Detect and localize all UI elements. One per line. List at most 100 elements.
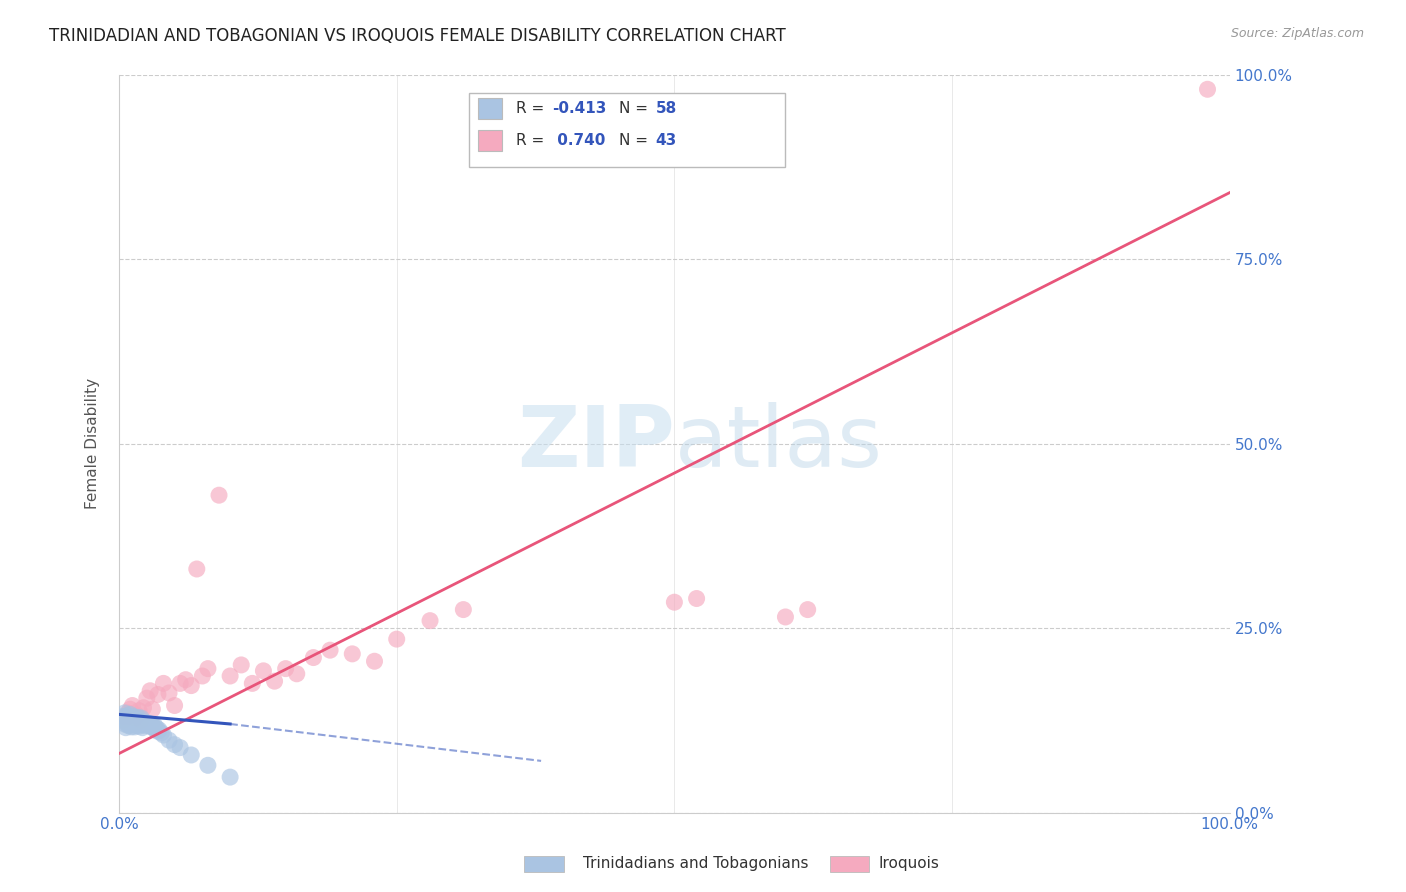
Point: [146, 724, 169, 739]
Point: [152, 728, 174, 742]
Point: [121, 711, 143, 725]
Point: [252, 664, 274, 678]
Point: [114, 721, 136, 735]
Text: 58: 58: [655, 101, 676, 116]
Point: [135, 715, 157, 730]
Y-axis label: Female Disability: Female Disability: [86, 378, 100, 509]
Bar: [478, 98, 502, 119]
Point: [152, 676, 174, 690]
Point: [121, 698, 143, 713]
Point: [128, 719, 150, 733]
Point: [127, 710, 149, 724]
Point: [120, 715, 142, 730]
Point: [122, 709, 145, 723]
Point: [114, 717, 136, 731]
Point: [219, 770, 242, 784]
Point: [186, 562, 208, 576]
Point: [145, 723, 167, 737]
Point: [134, 718, 156, 732]
Point: [112, 713, 135, 727]
Point: [180, 747, 202, 762]
Point: [115, 715, 138, 730]
Point: [1197, 82, 1219, 96]
Point: [141, 720, 163, 734]
Point: [143, 718, 166, 732]
Text: ZIP: ZIP: [516, 402, 675, 485]
Text: 0.740: 0.740: [553, 133, 606, 148]
Point: [363, 654, 385, 668]
Point: [141, 702, 163, 716]
Point: [385, 632, 408, 646]
Point: [129, 714, 152, 729]
Point: [285, 666, 308, 681]
Text: R =: R =: [516, 101, 548, 116]
Text: -0.413: -0.413: [553, 101, 606, 116]
Point: [125, 715, 148, 730]
Bar: [478, 130, 502, 151]
Point: [141, 717, 163, 731]
Point: [115, 709, 138, 723]
Point: [128, 704, 150, 718]
Point: [231, 657, 253, 672]
Point: [263, 674, 285, 689]
Point: [796, 602, 818, 616]
Point: [142, 721, 165, 735]
Point: [111, 709, 134, 723]
Point: [129, 713, 152, 727]
Point: [120, 714, 142, 728]
Text: Source: ZipAtlas.com: Source: ZipAtlas.com: [1230, 27, 1364, 40]
Point: [135, 717, 157, 731]
Point: [319, 643, 342, 657]
Text: R =: R =: [516, 133, 548, 148]
Point: [125, 713, 148, 727]
Point: [114, 706, 136, 720]
Point: [124, 711, 146, 725]
Point: [112, 713, 135, 727]
Point: [453, 602, 475, 616]
Point: [120, 702, 142, 716]
Point: [117, 713, 139, 727]
Point: [132, 700, 155, 714]
Point: [174, 673, 197, 687]
Text: Iroquois: Iroquois: [879, 856, 939, 871]
Point: [274, 662, 297, 676]
Point: [114, 709, 136, 723]
Point: [685, 591, 707, 606]
Text: N =: N =: [619, 101, 652, 116]
Point: [169, 740, 191, 755]
Point: [219, 669, 242, 683]
Point: [163, 738, 186, 752]
Point: [775, 610, 797, 624]
Point: [180, 679, 202, 693]
Point: [191, 669, 214, 683]
Point: [120, 707, 142, 722]
Point: [120, 720, 142, 734]
Point: [125, 708, 148, 723]
Point: [117, 718, 139, 732]
Point: [169, 676, 191, 690]
Point: [664, 595, 686, 609]
Point: [419, 614, 441, 628]
Point: [129, 717, 152, 731]
Point: [122, 716, 145, 731]
FancyBboxPatch shape: [470, 93, 786, 167]
Text: TRINIDADIAN AND TOBAGONIAN VS IROQUOIS FEMALE DISABILITY CORRELATION CHART: TRINIDADIAN AND TOBAGONIAN VS IROQUOIS F…: [49, 27, 786, 45]
Text: Trinidadians and Tobagonians: Trinidadians and Tobagonians: [583, 856, 808, 871]
Point: [118, 712, 141, 726]
Point: [129, 711, 152, 725]
Point: [240, 676, 263, 690]
Point: [139, 717, 162, 731]
Point: [114, 711, 136, 725]
Point: [127, 716, 149, 731]
Point: [131, 721, 153, 735]
Point: [146, 688, 169, 702]
Point: [124, 720, 146, 734]
Point: [136, 716, 159, 731]
Point: [150, 726, 173, 740]
Point: [146, 722, 169, 736]
Point: [197, 758, 219, 772]
Point: [342, 647, 364, 661]
Point: [148, 723, 170, 737]
Point: [125, 718, 148, 732]
Point: [118, 717, 141, 731]
